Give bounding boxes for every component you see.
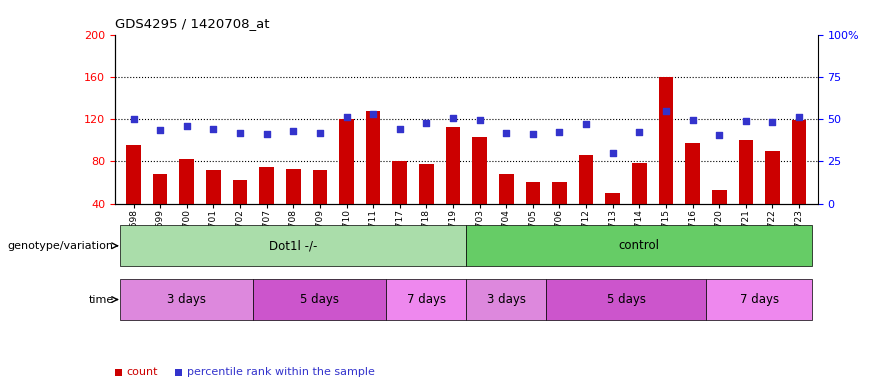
Bar xyxy=(766,151,780,204)
Text: control: control xyxy=(619,239,659,252)
Bar xyxy=(386,279,467,320)
Bar xyxy=(792,120,806,204)
Bar xyxy=(632,164,647,204)
Bar xyxy=(120,225,467,266)
Bar xyxy=(419,164,434,204)
Bar xyxy=(446,127,461,204)
Point xyxy=(260,131,274,137)
Bar xyxy=(526,182,540,204)
Text: 5 days: 5 days xyxy=(301,293,339,306)
Text: genotype/variation: genotype/variation xyxy=(8,241,113,251)
Bar xyxy=(738,140,753,204)
Point xyxy=(685,117,699,123)
Bar xyxy=(659,77,674,204)
Bar xyxy=(467,225,812,266)
Point xyxy=(286,127,301,134)
Point xyxy=(446,115,460,121)
Bar xyxy=(472,137,487,204)
Bar xyxy=(706,279,812,320)
Point xyxy=(392,126,407,132)
Bar xyxy=(120,279,254,320)
Bar xyxy=(685,143,700,204)
Bar xyxy=(254,279,386,320)
Bar xyxy=(552,182,567,204)
Bar xyxy=(232,180,248,204)
Point xyxy=(126,116,141,122)
Point xyxy=(606,150,620,156)
Bar xyxy=(712,190,727,204)
Point xyxy=(339,114,354,120)
Bar xyxy=(606,193,620,204)
Bar xyxy=(499,174,514,204)
Point xyxy=(552,129,567,135)
Text: 3 days: 3 days xyxy=(167,293,206,306)
Point xyxy=(792,114,806,120)
Bar xyxy=(546,279,706,320)
Point xyxy=(179,123,194,129)
Point xyxy=(659,108,673,114)
Bar xyxy=(179,159,194,204)
Point xyxy=(499,130,514,136)
Bar xyxy=(206,170,221,204)
Bar xyxy=(313,170,327,204)
Point xyxy=(739,118,753,124)
Bar xyxy=(153,174,167,204)
Point xyxy=(632,129,646,135)
Bar xyxy=(339,119,354,204)
Point xyxy=(419,120,433,126)
Text: 3 days: 3 days xyxy=(487,293,526,306)
Point xyxy=(473,117,487,123)
Text: Dot1l -/-: Dot1l -/- xyxy=(269,239,317,252)
Point xyxy=(766,119,780,125)
Bar xyxy=(126,146,141,204)
Bar xyxy=(467,279,546,320)
Bar xyxy=(392,161,407,204)
Bar xyxy=(259,167,274,204)
Text: percentile rank within the sample: percentile rank within the sample xyxy=(187,367,375,377)
Text: 5 days: 5 days xyxy=(606,293,645,306)
Text: count: count xyxy=(126,367,158,377)
Point xyxy=(526,131,540,137)
Point xyxy=(313,130,327,136)
Text: 7 days: 7 days xyxy=(740,293,779,306)
Point xyxy=(153,127,167,133)
Point xyxy=(579,121,593,127)
Text: time: time xyxy=(88,295,113,305)
Bar xyxy=(366,111,380,204)
Bar xyxy=(286,169,301,204)
Point xyxy=(233,130,248,136)
Text: GDS4295 / 1420708_at: GDS4295 / 1420708_at xyxy=(115,17,270,30)
Point xyxy=(713,132,727,138)
Text: 7 days: 7 days xyxy=(407,293,446,306)
Point xyxy=(206,126,220,132)
Point xyxy=(366,111,380,117)
Bar xyxy=(579,155,593,204)
